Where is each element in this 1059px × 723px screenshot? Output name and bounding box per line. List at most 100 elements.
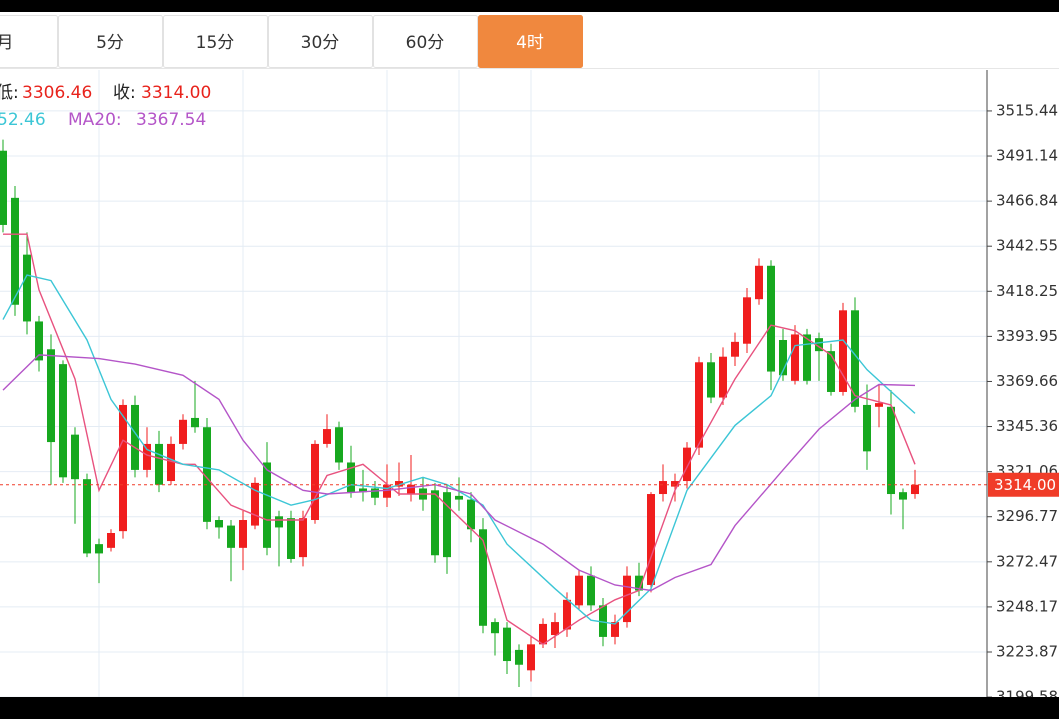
candle-body [443, 492, 451, 558]
candle-body [311, 443, 319, 521]
low-label: 低: [0, 83, 19, 103]
y-tick-label: 3369.66 [996, 372, 1058, 390]
candle-body [875, 403, 883, 407]
candle-body [887, 406, 895, 495]
top-bar [0, 0, 1059, 12]
candle-body [551, 622, 559, 636]
candle-body [203, 427, 211, 522]
candle-body [683, 447, 691, 482]
last-price-tag [988, 472, 1059, 497]
tab-label: 月 [0, 33, 14, 53]
y-tick-label: 3296.77 [996, 507, 1058, 525]
candle-body [95, 544, 103, 554]
candle-body [371, 488, 379, 498]
candle-body [347, 462, 355, 493]
candle-body [851, 310, 859, 407]
candle-body [767, 265, 775, 372]
candle-body [107, 532, 115, 548]
candle-body [707, 362, 715, 398]
candle-body [719, 356, 727, 398]
tab[interactable]: 5分 [58, 15, 163, 68]
candle-body [251, 482, 259, 526]
y-tick-label: 3466.84 [996, 192, 1058, 210]
y-tick-label: 3418.25 [996, 282, 1058, 300]
candle-body [863, 404, 871, 452]
candle-body [239, 520, 247, 548]
last-price-label: 3314.00 [994, 476, 1056, 494]
tab[interactable]: 月 [0, 15, 58, 68]
candle-body [815, 338, 823, 352]
candle-body [179, 419, 187, 444]
candle-body [779, 340, 787, 376]
tab-label: 30分 [301, 33, 340, 53]
candle-body [515, 649, 523, 665]
candle-body [563, 599, 571, 630]
ma-line [3, 233, 916, 646]
tab-box [58, 15, 163, 68]
candle-body [431, 490, 439, 556]
y-tick-label: 3248.17 [996, 597, 1058, 615]
candle-body [167, 443, 175, 482]
ma-line [2, 354, 916, 592]
candle-body [467, 499, 475, 530]
candle-body [527, 644, 535, 671]
candle-body [803, 334, 811, 381]
candle-body [119, 404, 127, 532]
candle-body [83, 479, 91, 554]
candle-body [155, 443, 163, 485]
close-label: 收: [113, 83, 136, 103]
candle-body [215, 520, 223, 528]
candle-body [299, 518, 307, 558]
candle-body [539, 623, 547, 645]
candle-body [0, 150, 7, 225]
candle-body [743, 297, 751, 344]
candle-body [671, 481, 679, 487]
candle-body [731, 341, 739, 357]
candle-body [11, 197, 19, 305]
candle-body [695, 362, 703, 448]
candle-body [131, 404, 139, 470]
candle-body [587, 575, 595, 606]
candle-body [143, 443, 151, 470]
candle-body [335, 427, 343, 463]
candle-body [599, 605, 607, 637]
candle-body [839, 310, 847, 392]
candle-body [503, 627, 511, 662]
candle-body [407, 484, 415, 495]
candle-body [191, 417, 199, 428]
candle-body [359, 488, 367, 493]
candle-body [791, 334, 799, 381]
tab[interactable]: 30分 [268, 15, 373, 68]
tab-box [163, 15, 268, 68]
low-value: 3306.46 [22, 83, 92, 103]
tab[interactable]: 4时 [478, 15, 583, 68]
ma20-label: MA20: [68, 110, 122, 130]
candle-body [323, 429, 331, 444]
candle-body [611, 622, 619, 637]
tab-box [373, 15, 478, 68]
tab[interactable]: 60分 [373, 15, 478, 68]
candle-body [659, 481, 667, 495]
y-tick-label: 3345.36 [996, 417, 1058, 435]
y-tick-label: 3491.14 [996, 147, 1058, 165]
y-tick-label: 3393.95 [996, 327, 1058, 345]
candle-body [755, 265, 763, 300]
ma-value: 52.46 [0, 110, 46, 130]
tab-label: 5分 [96, 33, 124, 53]
time-grid [98, 70, 820, 697]
tab[interactable]: 15分 [163, 15, 268, 68]
ma-line [2, 274, 916, 625]
candle-body [575, 575, 583, 606]
tab-label: 4时 [516, 33, 544, 53]
tab-label: 15分 [196, 33, 235, 53]
candle-body [275, 516, 283, 528]
candle-body [491, 622, 499, 634]
candle-body [59, 364, 67, 478]
candle-body [227, 525, 235, 548]
candle-body [35, 321, 43, 361]
candle-body [911, 484, 919, 495]
candle-body [647, 494, 655, 585]
candle-body [23, 254, 31, 322]
candle-body [47, 349, 55, 443]
